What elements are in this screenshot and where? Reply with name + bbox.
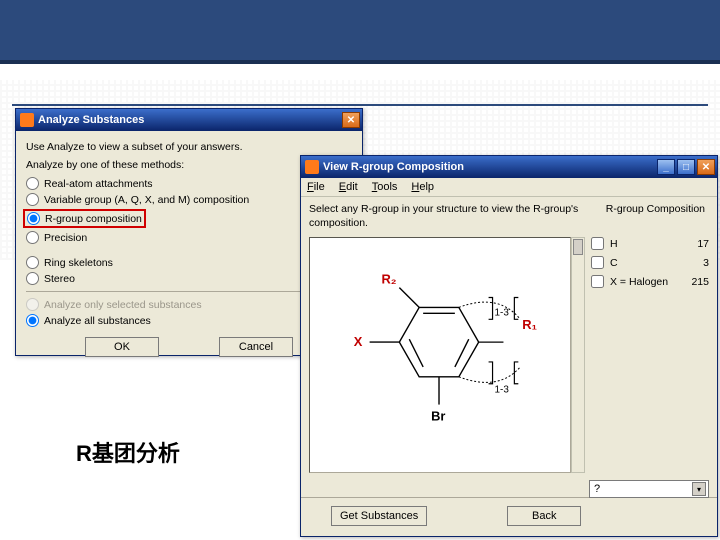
rg-count-x: 215 bbox=[691, 276, 709, 288]
structure-svg: R₂ X Br 1-3 R₁ 1-3 bbox=[310, 238, 570, 472]
divider bbox=[12, 104, 708, 106]
checkbox-x[interactable] bbox=[591, 275, 604, 288]
checkbox-c[interactable] bbox=[591, 256, 604, 269]
label-r-group: R-group composition bbox=[45, 213, 142, 225]
menu-edit[interactable]: Edit bbox=[339, 181, 358, 193]
label-variable-group: Variable group (A, Q, X, and M) composit… bbox=[44, 194, 249, 206]
ok-button[interactable]: OK bbox=[85, 337, 159, 357]
view-title: View R-group Composition bbox=[323, 161, 464, 173]
label-real-atom: Real-atom attachments bbox=[44, 178, 153, 190]
rg-count-h: 17 bbox=[697, 238, 709, 250]
cancel-button[interactable]: Cancel bbox=[219, 337, 293, 357]
label-r1: R₁ bbox=[522, 317, 537, 332]
app-icon bbox=[305, 160, 319, 174]
slide-caption: R基团分析 bbox=[76, 436, 180, 468]
menu-help[interactable]: Help bbox=[411, 181, 434, 193]
r-group-highlight: R-group composition bbox=[23, 209, 146, 228]
maximize-icon[interactable]: □ bbox=[677, 159, 695, 175]
radio-ring-skeletons[interactable] bbox=[26, 256, 39, 269]
app-icon bbox=[20, 113, 34, 127]
close-icon[interactable]: ✕ bbox=[342, 112, 360, 128]
rgroup-row-h[interactable]: H 17 bbox=[591, 237, 709, 250]
checkbox-h[interactable] bbox=[591, 237, 604, 250]
view-titlebar[interactable]: View R-group Composition _ □ ✕ bbox=[301, 156, 717, 178]
structure-scrollbar[interactable] bbox=[571, 237, 585, 473]
radio-real-atom[interactable] bbox=[26, 177, 39, 190]
radio-variable-group[interactable] bbox=[26, 193, 39, 206]
label-range-bottom: 1-3 bbox=[495, 385, 510, 396]
rg-label-x: X = Halogen bbox=[610, 276, 668, 288]
slide-banner bbox=[0, 0, 720, 64]
rg-label-c: C bbox=[610, 257, 618, 269]
label-stereo: Stereo bbox=[44, 273, 75, 285]
analyze-titlebar[interactable]: Analyze Substances ✕ bbox=[16, 109, 362, 131]
analyze-intro: Use Analyze to view a subset of your ans… bbox=[26, 141, 352, 153]
radio-r-group[interactable] bbox=[27, 212, 40, 225]
rg-label-h: H bbox=[610, 238, 618, 250]
label-br: Br bbox=[431, 408, 445, 423]
label-ring-skeletons: Ring skeletons bbox=[44, 257, 113, 269]
rgroup-table: H 17 C 3 X = Halogen 215 bbox=[591, 237, 709, 294]
radio-scope-all[interactable] bbox=[26, 314, 39, 327]
label-x: X bbox=[354, 334, 363, 349]
menu-file[interactable]: File bbox=[307, 181, 325, 193]
label-scope-all: Analyze all substances bbox=[44, 315, 151, 327]
radio-stereo[interactable] bbox=[26, 272, 39, 285]
back-button[interactable]: Back bbox=[507, 506, 581, 526]
view-rgroup-window: View R-group Composition _ □ ✕ File Edit… bbox=[300, 155, 718, 537]
minimize-icon[interactable]: _ bbox=[657, 159, 675, 175]
menu-tools[interactable]: Tools bbox=[372, 181, 398, 193]
instruction-line-2: composition. bbox=[309, 217, 709, 229]
get-substances-button[interactable]: Get Substances bbox=[331, 506, 427, 526]
filter-dropdown[interactable]: ? ▾ bbox=[589, 480, 709, 498]
rgroup-heading: R-group Composition bbox=[606, 203, 705, 215]
analyze-title: Analyze Substances bbox=[38, 114, 144, 126]
label-r2: R₂ bbox=[382, 272, 397, 287]
structure-canvas[interactable]: R₂ X Br 1-3 R₁ 1-3 bbox=[309, 237, 571, 473]
rgroup-row-x[interactable]: X = Halogen 215 bbox=[591, 275, 709, 288]
dropdown-value: ? bbox=[594, 483, 600, 495]
label-precision: Precision bbox=[44, 232, 87, 244]
label-scope-selected: Analyze only selected substances bbox=[44, 299, 202, 311]
rg-count-c: 3 bbox=[703, 257, 709, 269]
chevron-down-icon[interactable]: ▾ bbox=[692, 482, 706, 496]
radio-scope-selected bbox=[26, 298, 39, 311]
radio-precision[interactable] bbox=[26, 231, 39, 244]
rgroup-row-c[interactable]: C 3 bbox=[591, 256, 709, 269]
close-icon[interactable]: ✕ bbox=[697, 159, 715, 175]
view-button-bar: Get Substances Back bbox=[301, 497, 717, 533]
menubar: File Edit Tools Help bbox=[301, 178, 717, 197]
label-range-top: 1-3 bbox=[495, 307, 510, 318]
